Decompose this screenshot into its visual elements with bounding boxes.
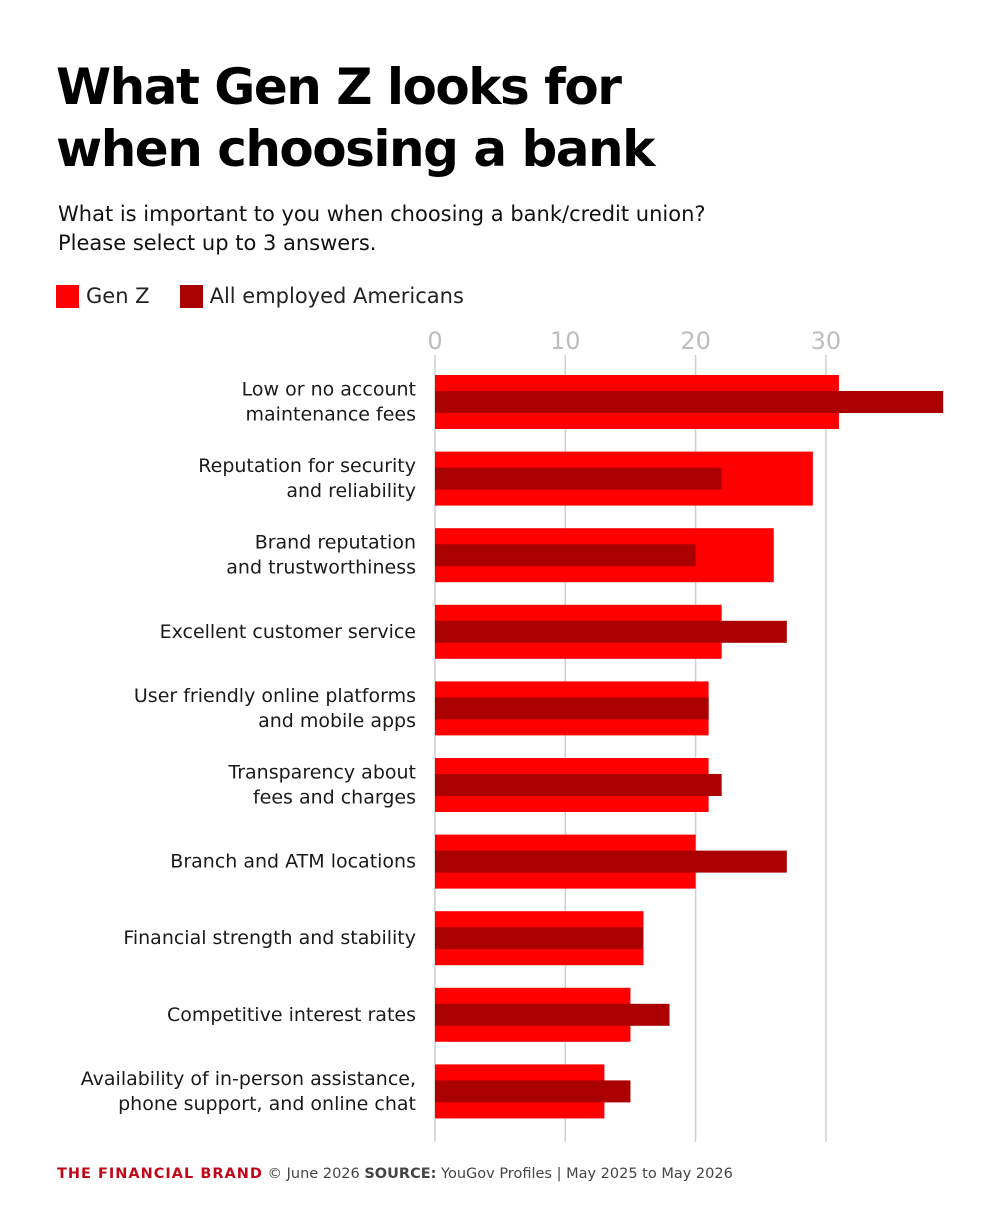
legend-label-all-employed: All employed Americans (209, 284, 464, 308)
category-label-4-0: User friendly online platforms (134, 685, 416, 707)
legend-swatch-all-employed (179, 284, 203, 308)
category-label-3-0: Excellent customer service (160, 621, 416, 643)
bar-all-employed-1 (435, 467, 722, 490)
category-label-7-0: Financial strength and stability (123, 927, 416, 949)
category-label-8-0: Competitive interest rates (167, 1004, 416, 1026)
footer-brand: THE FINANCIAL BRAND (57, 1166, 263, 1182)
legend-item-gen-z: Gen Z (56, 284, 150, 308)
category-label-6-0: Branch and ATM locations (170, 851, 416, 873)
footer-copyright: © June 2026 (262, 1166, 365, 1182)
category-label-1-1: and reliability (286, 480, 416, 502)
category-label-5-0: Transparency about (227, 762, 416, 784)
title-line-1: What Gen Z looks for (56, 58, 622, 116)
category-label-0-0: Low or no account (242, 379, 416, 401)
legend-item-all-employed: All employed Americans (179, 284, 464, 308)
legend-label-gen-z: Gen Z (86, 284, 150, 308)
bar-all-employed-4 (435, 697, 709, 720)
bar-all-employed-9 (435, 1080, 631, 1103)
legend: Gen Z All employed Americans (56, 282, 494, 310)
subtitle-line-2: Please select up to 3 answers. (58, 231, 377, 255)
bar-all-employed-0 (435, 391, 944, 413)
chart-title: What Gen Z looks for when choosing a ban… (56, 56, 956, 180)
bar-all-employed-3 (435, 620, 787, 643)
footer: THE FINANCIAL BRAND © June 2026 SOURCE: … (57, 1166, 733, 1182)
footer-source-text: YouGov Profiles | May 2025 to May 2026 (436, 1166, 733, 1182)
category-label-5-1: fees and charges (253, 787, 416, 809)
subtitle-line-1: What is important to you when choosing a… (58, 202, 706, 226)
legend-swatch-gen-z (56, 284, 79, 308)
category-label-4-1: and mobile apps (258, 710, 416, 732)
category-label-0-1: maintenance fees (246, 404, 416, 426)
footer-source-label: SOURCE: (364, 1166, 437, 1182)
category-label-9-0: Availability of in-person assistance, (81, 1068, 416, 1090)
chart-subtitle: What is important to you when choosing a… (58, 200, 958, 258)
x-tick-label-10: 10 (550, 327, 581, 355)
bar-all-employed-6 (435, 850, 787, 873)
bar-all-employed-5 (435, 774, 722, 796)
category-label-1-0: Reputation for security (198, 455, 416, 477)
x-tick-label-20: 20 (680, 327, 711, 355)
x-tick-label-30: 30 (811, 327, 842, 355)
bar-all-employed-7 (435, 927, 644, 950)
x-tick-label-0: 0 (427, 327, 442, 355)
bar-chart: 0 10 20 30 Low or no account maintenance fees… (81, 327, 944, 1142)
title-line-2: when choosing a bank (56, 120, 655, 178)
category-label-2-1: and trustworthiness (226, 557, 416, 579)
category-label-2-0: Brand reputation (255, 532, 416, 554)
category-label-9-1: phone support, and online chat (118, 1093, 416, 1115)
bar-all-employed-8 (435, 1003, 670, 1026)
bar-all-employed-2 (435, 544, 696, 567)
